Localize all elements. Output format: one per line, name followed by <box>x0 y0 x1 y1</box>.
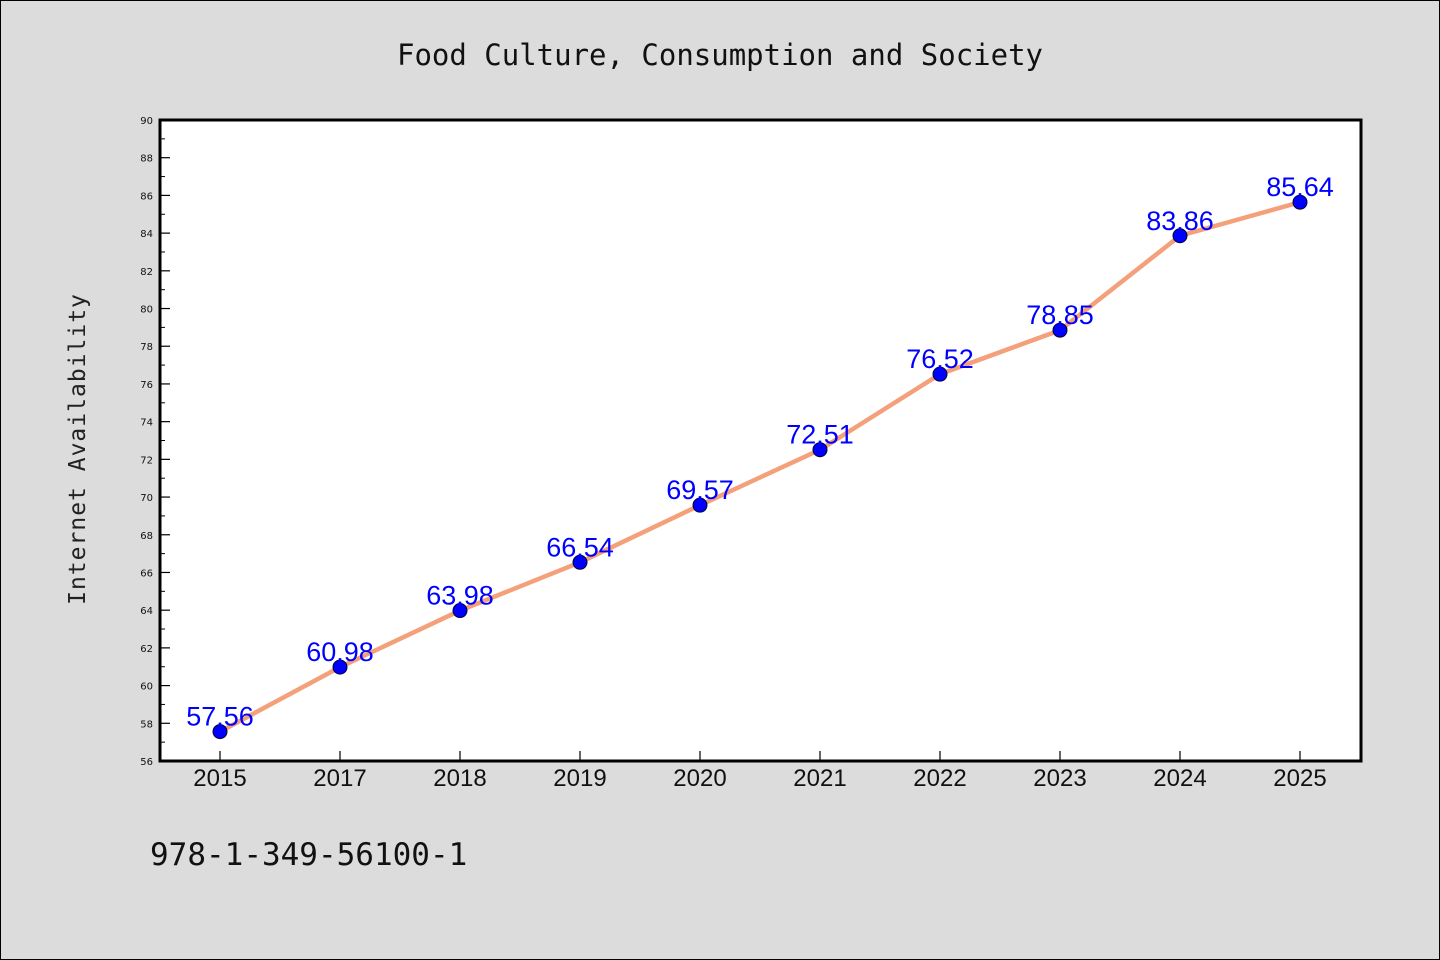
series-line <box>217 199 1303 734</box>
data-label: 66.54 <box>546 532 614 562</box>
chart-title: Food Culture, Consumption and Society <box>397 38 1043 72</box>
y-tick-label: 84 <box>140 229 153 240</box>
x-tick-label: 2022 <box>913 765 966 792</box>
y-tick-label: 62 <box>140 644 153 655</box>
data-label: 57.56 <box>186 702 254 732</box>
data-label: 76.52 <box>906 344 974 374</box>
data-labels: 57.56 60.98 63.98 66.54 69.57 72.51 76.52 78.85… <box>186 172 1334 731</box>
data-series <box>212 194 1308 740</box>
y-tick-label: 88 <box>140 154 153 165</box>
y-tick-label: 78 <box>140 342 153 353</box>
data-point <box>1172 228 1188 244</box>
data-point <box>812 442 828 458</box>
data-label: 78.85 <box>1026 300 1094 330</box>
data-point <box>932 366 948 382</box>
y-tick-label: 76 <box>140 380 153 391</box>
data-label: 69.57 <box>666 475 734 505</box>
y-tick-label: 60 <box>140 682 153 693</box>
y-tick-label: 72 <box>140 455 153 466</box>
x-tick-label: 2023 <box>1033 765 1086 792</box>
x-axis: 2015 2017 2018 2019 2020 2021 2022 2023 2024 2025 <box>193 751 1327 792</box>
y-tick-label: 70 <box>140 493 153 504</box>
y-tick-label: 64 <box>140 606 153 617</box>
x-tick-label: 2025 <box>1273 765 1326 792</box>
x-tick-label: 2021 <box>793 765 846 792</box>
data-label: 63.98 <box>426 581 494 611</box>
x-tick-label: 2017 <box>313 765 366 792</box>
y-tick-label: 90 <box>140 116 153 127</box>
data-point <box>1292 194 1308 210</box>
x-tick-label: 2019 <box>553 765 606 792</box>
y-tick-label: 86 <box>140 191 153 202</box>
data-label: 85.64 <box>1266 172 1334 202</box>
plot-area <box>158 118 1363 763</box>
data-point <box>572 554 588 570</box>
x-tick-label: 2024 <box>1153 765 1206 792</box>
data-label: 83.86 <box>1146 206 1214 236</box>
y-axis-label: Internet Availability <box>65 293 91 605</box>
data-point <box>332 659 348 675</box>
x-tick-label: 2015 <box>193 765 246 792</box>
data-point <box>212 724 228 740</box>
data-label: 60.98 <box>306 637 374 667</box>
y-tick-label: 82 <box>140 267 153 278</box>
data-point <box>692 497 708 513</box>
x-tick-label: 2020 <box>673 765 726 792</box>
data-point <box>1052 322 1068 338</box>
data-label: 72.51 <box>786 420 854 450</box>
y-tick-label: 56 <box>140 757 153 768</box>
y-tick-label: 66 <box>140 568 153 579</box>
y-axis: 56 58 60 62 64 66 68 70 72 74 76 78 80 82 84 86 88 90 <box>140 116 170 768</box>
y-tick-label: 80 <box>140 305 153 316</box>
data-point <box>452 603 468 619</box>
y-tick-label: 74 <box>140 418 153 429</box>
isbn-annotation: 978-1-349-56100-1 <box>150 837 467 873</box>
y-tick-label: 58 <box>140 719 153 730</box>
x-tick-label: 2018 <box>433 765 486 792</box>
y-tick-label: 68 <box>140 531 153 542</box>
